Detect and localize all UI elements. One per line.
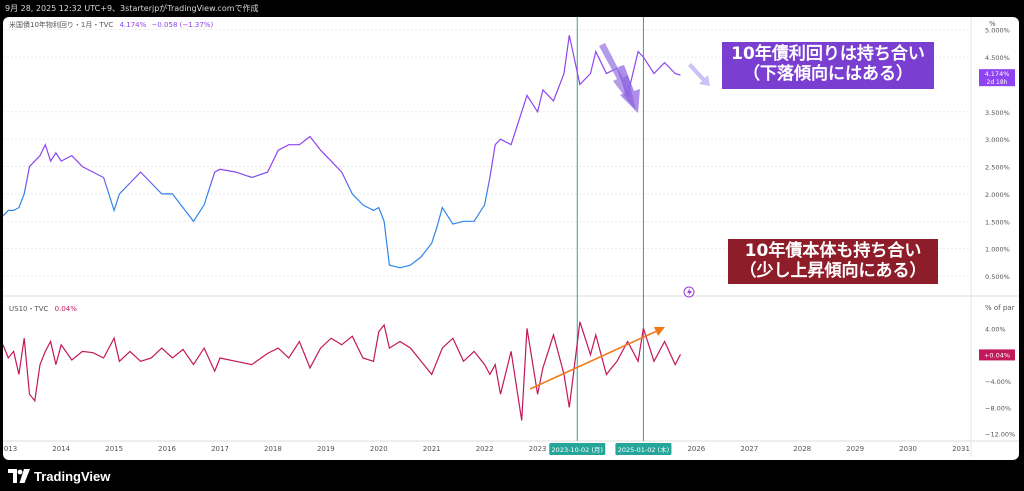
trend-arrow-head-icon [654, 327, 665, 336]
x-marker-badge [615, 443, 672, 455]
bond-tick-label: −4.00% [985, 378, 1011, 386]
bond-callout-line2: （少し上昇傾向にある） [739, 261, 927, 281]
brand[interactable]: TradingView [8, 468, 110, 484]
header-bar: 9月 28, 2025 12:32 UTC+9、3starterjpがTradi… [0, 0, 1024, 17]
purple-arrow-icon [618, 65, 640, 113]
chart-svg[interactable]: %5.000% 4.500% 3.500% 3.000% 2.500% 2.000% 1.5… [3, 17, 1019, 460]
yield-legend-change: −0.058 (−1.37%) [151, 21, 214, 29]
yield-legend: 米国債10年物利回り・1月・TVC 4.174% −0.058 (−1.37%) [9, 20, 213, 30]
yield-last-value: 4.174% [985, 70, 1010, 78]
chart-panel[interactable]: % 5.000% 4.500% 3.500% 3.000% 2.500% 2.000% 1.5… [3, 17, 1019, 460]
bond-series-line [3, 321, 682, 421]
bond-legend: US10・TVC 0.04% [9, 304, 77, 314]
x-tick-label: 2018 [264, 445, 282, 453]
x-tick-label: 2020 [370, 445, 388, 453]
bond-legend-value: 0.04% [54, 305, 77, 313]
x-marker-label: 2025-01-02 (木) [618, 445, 669, 454]
x-tick-label: 2030 [899, 445, 917, 453]
bond-callout-line1: 10年債本体も持ち合い [744, 241, 922, 261]
tradingview-logo-icon [8, 469, 30, 483]
footer-bar: TradingView [0, 460, 1024, 491]
purple-arrow-icon [688, 63, 710, 86]
x-tick-label: 2028 [793, 445, 811, 453]
trend-arrow-line [529, 329, 660, 390]
yield-tick-label: 2.000% [985, 191, 1010, 199]
brand-name: TradingView [34, 468, 111, 484]
bond-last-value: +0.04% [984, 351, 1010, 359]
yield-legend-value: 4.174% [119, 21, 147, 29]
yield-series-line [3, 35, 681, 269]
lightning-icon-bolt [687, 288, 692, 297]
x-tick-label: 2016 [158, 445, 176, 453]
x-marker-label: 2023-10-02 (月) [552, 446, 603, 454]
x-tick-label: 2027 [740, 445, 758, 453]
bond-tick-label: −12.00% [985, 431, 1015, 439]
x-tick-label: 2029 [846, 445, 864, 453]
yield-tick-label: 4.500% [985, 54, 1010, 62]
yield-tick-label: 1.500% [985, 218, 1010, 226]
x-tick-label: 2022 [476, 445, 494, 453]
x-tick-label: 2014 [52, 445, 70, 453]
x-tick-label: 2017 [211, 445, 229, 453]
yield-callout: 10年債利回りは持ち合い （下落傾向にはある） [722, 42, 934, 89]
x-tick-label: 2021 [423, 445, 441, 453]
bond-callout: 10年債本体も持ち合い （少し上昇傾向にある） [728, 239, 938, 284]
yield-callout-line1: 10年債利回りは持ち合い [731, 44, 925, 64]
x-marker-badge [549, 443, 606, 455]
x-tick-label: 2019 [317, 445, 335, 453]
yield-callout-line2: （下落傾向にはある） [743, 64, 913, 84]
yield-tick-label: 2.500% [985, 164, 1010, 172]
yield-last-badge [979, 69, 1015, 87]
yield-tick-label: 5.000% [985, 27, 1010, 35]
yield-last-countdown: 2d 18h [987, 79, 1008, 86]
yield-tick-label: 0.500% [985, 273, 1010, 281]
x-tick-label: 2026 [687, 445, 705, 453]
header-text: 9月 28, 2025 12:32 UTC+9、3starterjpがTradi… [5, 4, 259, 13]
bond-tick-label: −8.00% [985, 404, 1011, 412]
bond-legend-symbol: US10・TVC [9, 305, 49, 313]
yield-axis-unit: % [989, 20, 996, 28]
bond-axis-unit: % of par [985, 304, 1015, 312]
x-tick-label: 2023 [529, 445, 547, 453]
x-tick-label: 2031 [952, 445, 970, 453]
yield-tick-label: 1.000% [985, 246, 1010, 254]
x-tick-label: 2015 [105, 445, 123, 453]
bond-last-badge [979, 349, 1015, 361]
x-tick-label: 2013 [3, 445, 17, 453]
yield-legend-symbol: 米国債10年物利回り・1月・TVC [9, 21, 114, 29]
yield-tick-label: 3.500% [985, 109, 1010, 117]
yield-tick-label: 3.000% [985, 136, 1010, 144]
bond-tick-label: 4.00% [985, 325, 1006, 333]
